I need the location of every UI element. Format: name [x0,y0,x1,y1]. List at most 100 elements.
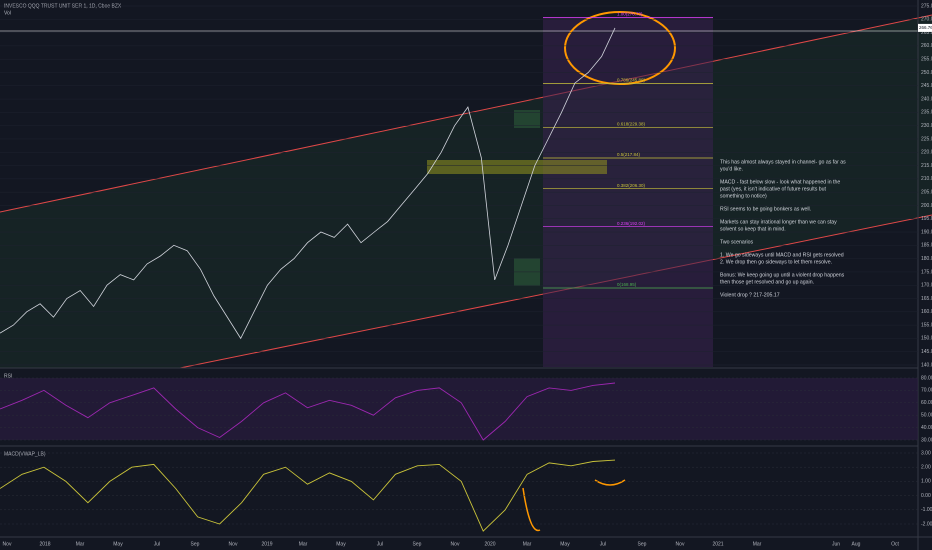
x-tick-label: 2018 [39,541,50,547]
x-tick-label: Oct [891,541,899,547]
annotation: 1. We go sideways until MACD and RSI get… [720,252,844,258]
annotation: Two scenarios [720,239,754,245]
price-tick-label: 180.00 [921,256,932,262]
price-tick-label: 145.00 [921,349,932,355]
annotation: Markets can stay irrational longer than … [720,219,837,225]
x-tick-label: Nov [451,541,460,547]
price-tick-label: 200.00 [921,203,932,209]
x-tick-label: Nov [229,541,238,547]
x-tick-label: Mar [753,541,762,547]
tick-label: -1.00 [921,507,932,513]
price-tick-label: 155.00 [921,322,932,328]
price-tick-label: 190.00 [921,229,932,235]
tick-label: 1.00 [921,479,931,485]
annotation: something to notice) [720,193,767,199]
tick-label: 50.00 [921,413,932,419]
x-tick-label: Mar [523,541,532,547]
x-tick-label: Jul [377,541,383,547]
annotation: solvent so keep that in mind. [720,226,786,232]
x-tick-label: Mar [299,541,308,547]
x-tick-label: Nov [3,541,12,547]
x-tick-label: Sep [413,541,422,547]
last-price-tag [918,23,932,32]
price-tick-label: 150.00 [921,336,932,342]
box [427,160,607,174]
x-tick-label: Aug [852,541,861,547]
symbol-title: INVESCO QQQ TRUST UNIT SER 1, 1D, Cboe B… [4,3,122,9]
price-tick-label: 220.00 [921,150,932,156]
rsi-line [0,382,616,441]
x-tick-label: 2019 [261,541,272,547]
price-tick-label: 215.00 [921,163,932,169]
tick-label: 60.00 [921,400,932,406]
price-tick-label: 165.00 [921,296,932,302]
x-tick-label: Sep [638,541,647,547]
price-tick-label: 175.00 [921,269,932,275]
x-tick-label: May [113,541,123,547]
tick-label: 3.00 [921,450,931,456]
price-tick-label: 230.00 [921,123,932,129]
fib-label: 1.00(270.73) [617,12,643,17]
price-tick-label: 240.00 [921,96,932,102]
volume-label: Vol [4,10,11,16]
price-tick-label: 210.00 [921,176,932,182]
x-tick-label: Sep [191,541,200,547]
macd-label: MACD(VWAP_LB) [4,451,46,457]
tick-label: 40.00 [921,425,932,431]
fib-label: 0(168.95) [617,282,637,287]
annotation: you'd like. [720,166,743,172]
fib-label: 0.5(217.84) [617,152,641,157]
fib-label: 0.786(245.89) [617,78,646,83]
price-tick-label: 235.00 [921,110,932,116]
tick-label: 30.00 [921,437,932,443]
price-tick-label: 265.00 [921,30,932,36]
price-tick-label: 245.00 [921,83,932,89]
price-tick-label: 195.00 [921,216,932,222]
price-tick-label: 255.00 [921,57,932,63]
annotation: Violent drop ? 217-205.17 [720,292,780,298]
highlight [564,11,676,85]
box [514,110,540,128]
x-tick-label: Mar [76,541,85,547]
last-price-label: 266.76 [919,25,932,30]
x-tick-label: Jul [154,541,160,547]
price-tick-label: 205.00 [921,189,932,195]
annotation: Bonus: We keep going up until a violent … [720,272,845,278]
x-tick-label: May [560,541,570,547]
annotation: This has almost always stayed in channel… [720,159,846,165]
rsi-label: RSI [4,373,12,379]
fib-label: 0.236(192.02) [617,221,646,226]
fib-label: 0.382(206.30) [617,183,646,188]
macd-line [0,459,616,532]
x-tick-label: Jul [600,541,606,547]
annotation: past (yes, it isn't indicative of future… [720,186,826,192]
annotation: MACD - fast below slow - look what happe… [720,179,840,185]
annotation: then those get resolved and go up again. [720,279,814,285]
price-line [0,27,616,340]
price-tick-label: 160.00 [921,309,932,315]
scribble [522,487,541,532]
x-tick-label: Jun [832,541,840,547]
price-tick-label: 185.00 [921,243,932,249]
annotation: 2. We drop then go sideways to let them … [720,259,832,265]
x-tick-label: 2021 [712,541,723,547]
x-tick-label: Nov [676,541,685,547]
price-tick-label: 260.00 [921,43,932,49]
price-tick-label: 270.00 [921,17,932,23]
rsi-band [0,378,918,440]
price-tick-label: 140.00 [921,362,932,368]
channel-top [0,14,932,213]
tick-label: 2.00 [921,465,931,471]
fib-label: 0.618(229.38) [617,122,646,127]
annotation: RSI seems to be going bonkers as well. [720,206,811,212]
price-tick-label: 275.00 [921,3,932,9]
price-tick-label: 225.00 [921,136,932,142]
tick-label: -2.00 [921,521,932,527]
price-tick-label: 170.00 [921,283,932,289]
price-tick-label: 250.00 [921,70,932,76]
tick-label: 80.00 [921,375,932,381]
x-tick-label: 2020 [484,541,495,547]
tick-label: 0.00 [921,493,931,499]
